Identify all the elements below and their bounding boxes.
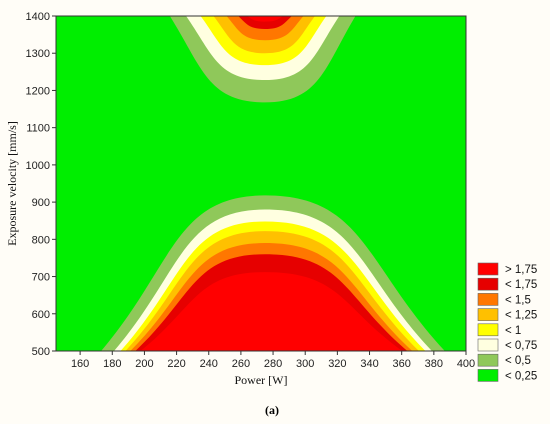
x-tick-label: 360 (393, 358, 411, 370)
legend-label: < 1,25 (505, 310, 537, 322)
y-tick-label: 800 (32, 234, 50, 246)
y-tick-label: 500 (32, 346, 50, 358)
legend-label: < 1,5 (505, 294, 531, 306)
axes: 160 180 200 220 240 260 280 300 320 340 360 380 400 5… (26, 11, 476, 370)
figure-caption: (a) (265, 403, 279, 417)
plot-area (56, 16, 466, 351)
legend-swatch (477, 338, 499, 352)
x-tick-label: 280 (264, 358, 282, 370)
legend-label: < 0,75 (505, 340, 537, 352)
legend-swatch (477, 293, 499, 306)
x-tick-label: 320 (328, 358, 346, 370)
legend-label: < 0,5 (505, 355, 531, 367)
y-tick-label: 1400 (26, 11, 50, 23)
legend-label: > 1,75 (505, 264, 537, 276)
x-tick-label: 160 (71, 358, 89, 370)
legend-label: < 1 (505, 325, 521, 337)
legend-swatch (477, 369, 499, 382)
plot-frame (55, 15, 467, 352)
y-tick-label: 900 (32, 197, 50, 209)
contour-upper--1-75 (238, 16, 292, 30)
legend-swatch (477, 323, 499, 337)
y-tick-label: 600 (32, 309, 50, 321)
legend-swatch (477, 353, 499, 367)
x-tick-label: 300 (296, 358, 314, 370)
legend: > 1,75 < 1,75 < 1,5 < 1,25 < 1 < 0,75 < 0,5 < 0… (477, 262, 537, 382)
contour-lower--1-75 (140, 272, 403, 351)
x-axis-label: Power [W] (235, 373, 288, 387)
y-tick-label: 1200 (26, 85, 50, 97)
x-tick-label: 380 (425, 358, 443, 370)
y-tick-label: 700 (32, 272, 50, 284)
y-tick-label: 1300 (26, 48, 50, 60)
x-tick-label: 260 (232, 358, 250, 370)
y-tick-label: 1100 (26, 123, 50, 135)
contour-upper--1-75 (247, 16, 283, 22)
x-tick-label: 220 (167, 358, 185, 370)
x-tick-label: 180 (103, 358, 121, 370)
y-axis-label: Exposure velocity [mm/s] (5, 121, 19, 246)
legend-swatch (477, 277, 499, 291)
x-tick-label: 200 (135, 358, 153, 370)
contour-fill-group (56, 16, 466, 351)
legend-swatch (477, 308, 499, 321)
legend-swatch (477, 262, 499, 276)
y-tick-label: 1000 (26, 160, 50, 172)
x-tick-label: 340 (360, 358, 378, 370)
x-tick-label: 240 (200, 358, 218, 370)
legend-label: < 0,25 (505, 370, 537, 382)
x-tick-label: 400 (457, 358, 475, 370)
legend-label: < 1,75 (505, 279, 537, 291)
